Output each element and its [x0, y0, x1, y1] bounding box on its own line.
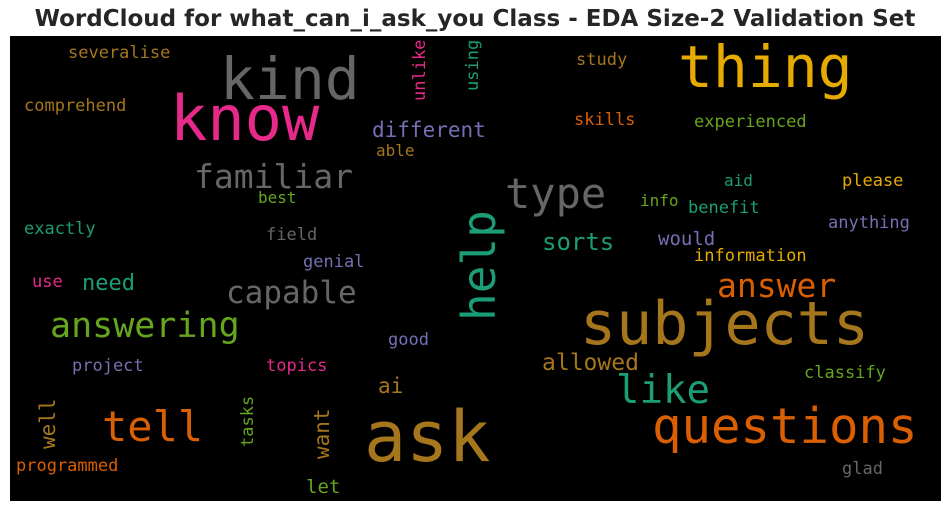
word-type: type [505, 169, 607, 218]
word-exactly: exactly [24, 219, 96, 239]
word-help: help [452, 210, 506, 321]
word-info: info [640, 191, 679, 210]
word-well: well [36, 398, 60, 449]
word-classify: classify [804, 363, 886, 383]
word-need: need [82, 271, 135, 296]
word-tasks: tasks [238, 395, 258, 447]
word-study: study [576, 50, 628, 70]
word-capable: capable [226, 275, 357, 311]
word-let: let [306, 476, 341, 498]
word-comprehend: comprehend [24, 96, 127, 116]
word-kind: kind [220, 45, 360, 113]
word-severalise: severalise [68, 43, 171, 63]
word-ask: ask [364, 396, 491, 478]
word-aid: aid [724, 171, 753, 190]
chart-title: WordCloud for what_can_i_ask_you Class -… [34, 6, 916, 32]
word-familiar: familiar [194, 157, 353, 196]
word-unlike: unlike [410, 39, 430, 101]
word-project: project [72, 356, 144, 376]
word-subjects: subjects [580, 289, 869, 359]
word-would: would [658, 228, 716, 250]
word-good: good [388, 330, 429, 350]
word-glad: glad [842, 459, 883, 479]
word-answering: answering [50, 306, 240, 346]
word-field: field [266, 225, 318, 245]
word-using: using [463, 39, 483, 91]
word-topics: topics [266, 356, 328, 376]
word-allowed: allowed [542, 350, 639, 376]
word-best: best [258, 188, 297, 207]
word-know: know [170, 82, 320, 155]
word-skills: skills [574, 110, 636, 130]
word-want: want [310, 408, 334, 459]
word-genial: genial [303, 252, 365, 272]
word-please: please [842, 171, 904, 191]
word-questions: questions [652, 398, 918, 455]
word-experienced: experienced [694, 112, 807, 132]
word-programmed: programmed [16, 456, 119, 476]
word-use: use [32, 272, 63, 292]
word-different: different [372, 118, 486, 142]
word-information: information [694, 246, 807, 266]
word-ai: ai [378, 374, 404, 398]
word-answer: answer [717, 266, 837, 305]
word-thing: thing [678, 36, 853, 101]
word-anything: anything [828, 213, 910, 233]
wordcloud-canvas: kind thing know severalise comprehend unlike u… [10, 36, 941, 501]
word-sorts: sorts [542, 228, 615, 256]
word-benefit: benefit [688, 198, 760, 218]
word-tell: tell [102, 402, 204, 451]
word-able: able [376, 141, 415, 160]
word-like: like [616, 368, 710, 413]
